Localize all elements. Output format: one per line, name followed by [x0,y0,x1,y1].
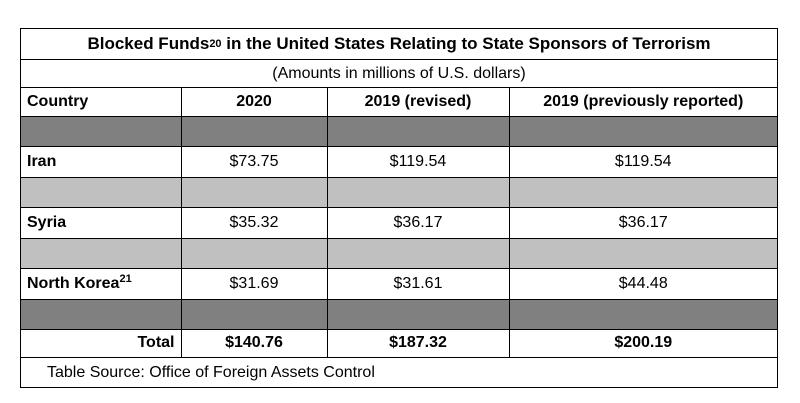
header-row: Country 2020 2019 (revised) 2019 (previo… [21,88,777,117]
separator-row [21,115,777,147]
value-2019-previous: $119.54 [508,145,777,178]
value-2019-previous: $36.17 [508,206,777,239]
country-cell: North Korea21 [21,267,182,300]
country-name: Syria [27,213,67,231]
country-cell: Syria [21,206,182,239]
value-2019-revised: $36.17 [326,206,510,239]
value-2019-revised: $31.61 [326,267,510,300]
table-title: Blocked Funds 20 in the United States Rel… [21,29,777,60]
header-country: Country [21,88,182,117]
total-2019-previous: $200.19 [508,328,777,358]
value-2019-previous: $44.48 [508,267,777,300]
separator-row [21,176,777,208]
total-2020: $140.76 [180,328,328,358]
table-source: Table Source: Office of Foreign Assets C… [47,363,375,381]
table-row: Syria $35.32 $36.17 $36.17 [21,206,777,239]
total-row: Total $140.76 $187.32 $200.19 [21,328,777,358]
separator-row [21,237,777,269]
table-title-suffix: in the United States Relating to State S… [221,34,711,53]
table-row: North Korea21 $31.69 $31.61 $44.48 [21,267,777,300]
blocked-funds-table: Country 2020 2019 (revised) 2019 (previo… [21,88,777,358]
value-2019-revised: $119.54 [326,145,510,178]
country-footnote: 21 [119,272,132,285]
header-2019-revised: 2019 (revised) [326,88,510,117]
table-title-text: Blocked Funds [87,34,210,53]
table-row: Iran $73.75 $119.54 $119.54 [21,145,777,178]
country-name: North Korea [27,274,120,292]
country-name: Iran [27,152,57,170]
value-2020: $73.75 [180,145,328,178]
value-2020: $35.32 [180,206,328,239]
country-cell: Iran [21,145,182,178]
separator-row [21,298,777,330]
blocked-funds-table-frame: Blocked Funds 20 in the United States Rel… [20,28,778,388]
header-2020: 2020 [180,88,328,117]
total-2019-revised: $187.32 [326,328,510,358]
total-label: Total [21,328,182,358]
table-subtitle: (Amounts in millions of U.S. dollars) [21,60,777,88]
header-2019-previous: 2019 (previously reported) [508,88,777,117]
value-2020: $31.69 [180,267,328,300]
